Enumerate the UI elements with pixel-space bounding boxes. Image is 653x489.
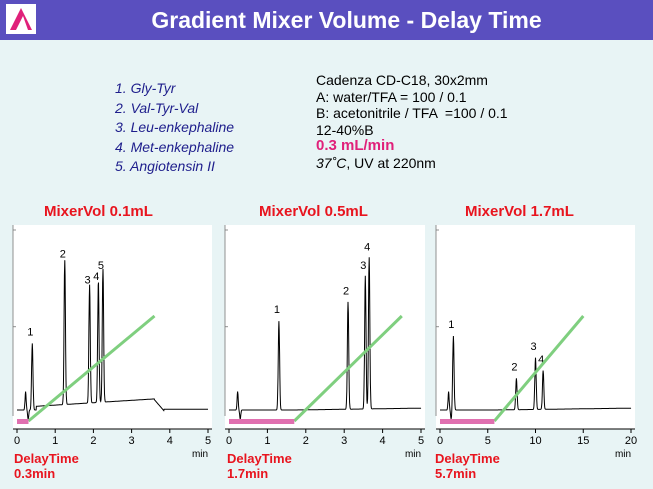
delay-bar: [17, 419, 29, 424]
temperature-detection-text: 37˚C, UV at 220nm: [316, 155, 508, 172]
peak-label-1: 1: [448, 319, 454, 331]
peak-label-2: 2: [60, 249, 66, 261]
delay-value-1: 0.3min: [14, 465, 56, 481]
delay-bar: [229, 419, 295, 424]
gradient-text: 12-40%B: [316, 121, 374, 138]
x-axis-unit: min: [615, 449, 631, 460]
temperature-text: 37˚C: [316, 154, 347, 171]
chart-panel-2: 1 2 3 4 0 1 2 3 4 5 min: [224, 225, 425, 460]
plot-area: [436, 225, 635, 429]
gradient-line: [27, 314, 156, 423]
peak-label-2: 2: [511, 362, 517, 374]
chart-panel-3: 1 2 34 0 5 10 15 20 min: [435, 225, 637, 460]
peak-label-5: 5: [98, 260, 104, 272]
detection-text: , UV at 220nm: [346, 154, 436, 171]
peak-label-1: 1: [27, 326, 33, 338]
compound-item: 3. Leu-enkephaline: [115, 119, 235, 135]
panel-title-3: MixerVol 1.7mL: [465, 203, 574, 220]
mobile-phase-a-text: A: water/TFA = 100 / 0.1: [316, 88, 467, 105]
x-tick-label: 1: [264, 435, 270, 447]
compound-list: 1. Gly-Tyr 2. Val-Tyr-Val 3. Leu-enkepha…: [115, 79, 234, 177]
x-axis-unit: min: [192, 449, 208, 460]
panel-title-2: MixerVol 0.5mL: [259, 203, 368, 220]
x-tick-label: 4: [167, 435, 173, 447]
x-tick-label: 2: [90, 435, 96, 447]
title-bar: Gradient Mixer Volume - Delay Time: [0, 0, 653, 40]
flow-rate-text: 0.3 mL/min: [316, 137, 395, 155]
x-tick-label: 1: [52, 435, 58, 447]
delay-label-3: DelayTime 5.7min: [435, 451, 500, 481]
x-tick-label: 10: [529, 435, 541, 447]
x-tick-label: 3: [341, 435, 347, 447]
compound-item: 4. Met-enkephaline: [115, 138, 235, 155]
hplc-conditions: Cadenza CD-C18, 30x2mm A: water/TFA = 10…: [316, 72, 508, 172]
compound-item: 5. Angiotensin II: [115, 158, 215, 174]
x-tick-label: 0: [437, 435, 443, 447]
x-tick-label: 3: [129, 435, 135, 447]
delay-value-3: 5.7min: [435, 465, 477, 481]
delay-label-2: DelayTime 1.7min: [227, 451, 292, 481]
x-tick-label: 2: [303, 435, 309, 447]
mobile-phase-b-text: B: acetonitrile / TFA =100 / 0.1: [316, 105, 508, 122]
delay-title-2: DelayTime: [227, 451, 292, 466]
peak-label-4: 4: [364, 241, 370, 253]
peak-label-1: 1: [274, 304, 280, 316]
delay-title-3: DelayTime: [435, 451, 500, 466]
peak-label-3: 3: [530, 341, 536, 353]
plot-area: [13, 225, 212, 429]
x-tick-label: 15: [577, 435, 589, 447]
peak-label-4: 4: [538, 354, 544, 366]
x-axis-unit: min: [405, 449, 421, 460]
gradient-line: [293, 314, 403, 423]
peak-label-2: 2: [343, 286, 349, 298]
x-tick-label: 5: [205, 435, 211, 447]
delay-value-2: 1.7min: [227, 465, 269, 481]
x-tick-label: 4: [380, 435, 386, 447]
chromatogram-trace: [229, 257, 422, 420]
x-tick-label: 5: [418, 435, 424, 447]
panel-title-1: MixerVol 0.1mL: [44, 203, 153, 220]
compound-item: 1. Gly-Tyr: [115, 80, 176, 96]
x-tick-label: 0: [226, 435, 232, 447]
peak-label-3: 3: [360, 260, 366, 272]
x-tick-label: 5: [485, 435, 491, 447]
gradient-line: [493, 315, 585, 422]
peak-label-3: 3: [85, 275, 91, 287]
plot-area: [225, 225, 425, 429]
x-tick-label: 0: [14, 435, 20, 447]
chromatogram-trace: [440, 335, 632, 419]
delay-label-1: DelayTime 0.3min: [14, 451, 79, 481]
x-tick-label: 20: [625, 435, 637, 447]
delay-bar: [440, 419, 495, 424]
column-text: Cadenza CD-C18, 30x2mm: [316, 72, 488, 88]
page-title: Gradient Mixer Volume - Delay Time: [151, 7, 542, 33]
peak-label-4: 4: [93, 271, 99, 283]
delay-title-1: DelayTime: [14, 451, 79, 466]
company-logo-icon: [6, 4, 36, 34]
compound-item: 2. Val-Tyr-Val: [115, 99, 199, 116]
